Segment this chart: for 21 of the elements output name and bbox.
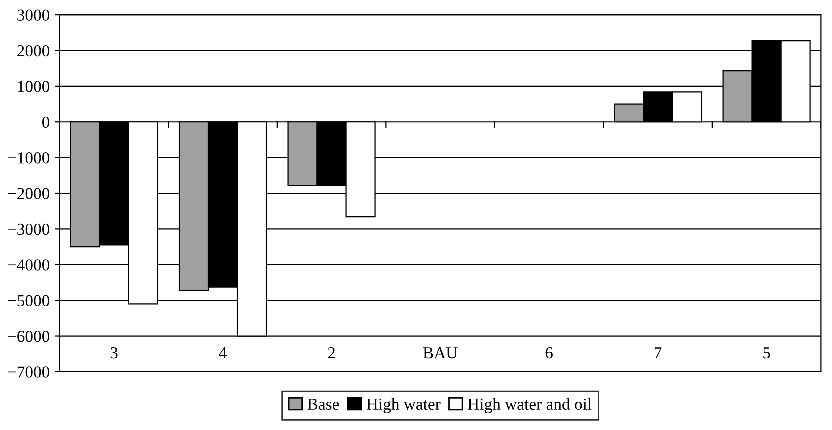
y-tick-label: −7000: [8, 366, 50, 378]
x-tick-label: 7: [654, 348, 662, 359]
x-tick-label: 3: [110, 347, 118, 359]
y-tick-label: 2000: [18, 45, 50, 57]
y-tick-label: 0: [42, 116, 50, 128]
x-tick-label: 5: [764, 348, 770, 359]
y-tick-label: −3000: [8, 224, 50, 236]
x-tick-label: 6: [546, 347, 553, 359]
x-tick-label: BAU: [423, 348, 458, 359]
y-tick-label: −4000: [8, 260, 50, 271]
y-tick-label: 1000: [18, 81, 50, 92]
y-tick-label: −1000: [8, 152, 50, 164]
y-tick-label: 3000: [18, 10, 50, 21]
x-tick-label: 2: [328, 347, 336, 359]
legend-label: Base: [308, 398, 340, 410]
y-tick-label: −2000: [8, 188, 50, 200]
legend-label: High water and oil: [468, 398, 592, 414]
x-tick-label: 4: [219, 348, 227, 359]
y-tick-label: −6000: [8, 330, 50, 342]
y-tick-label: −5000: [8, 295, 50, 307]
legend-label: High water: [366, 398, 441, 414]
